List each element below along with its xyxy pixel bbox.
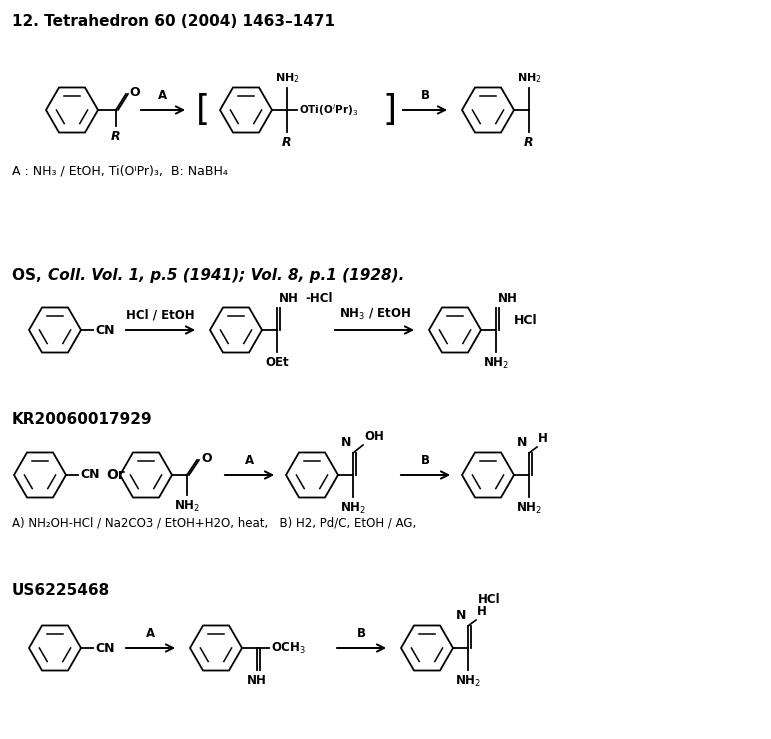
Text: NH$_2$: NH$_2$ bbox=[340, 501, 366, 516]
Text: HCl / EtOH: HCl / EtOH bbox=[126, 309, 195, 322]
Text: A) NH₂OH-HCl / Na2CO3 / EtOH+H2O, heat,   B) H2, Pd/C, EtOH / AG,: A) NH₂OH-HCl / Na2CO3 / EtOH+H2O, heat, … bbox=[12, 517, 416, 530]
Text: NH$_3$ / EtOH: NH$_3$ / EtOH bbox=[338, 307, 410, 322]
Text: -HCl: -HCl bbox=[305, 292, 332, 305]
Text: CN: CN bbox=[80, 469, 99, 482]
Text: O: O bbox=[201, 452, 211, 465]
Text: NH: NH bbox=[247, 674, 267, 687]
Text: 12. Tetrahedron 60 (2004) 1463–1471: 12. Tetrahedron 60 (2004) 1463–1471 bbox=[12, 14, 335, 29]
Text: Coll. Vol. 1, p.5 (1941); Vol. 8, p.1 (1928).: Coll. Vol. 1, p.5 (1941); Vol. 8, p.1 (1… bbox=[48, 268, 404, 283]
Text: R: R bbox=[282, 136, 291, 149]
Text: OS,: OS, bbox=[12, 268, 47, 283]
Text: NH$_2$: NH$_2$ bbox=[274, 71, 299, 85]
Text: H: H bbox=[477, 605, 487, 618]
Text: OTi(O$^i$Pr)$_3$: OTi(O$^i$Pr)$_3$ bbox=[299, 102, 358, 118]
Text: [: [ bbox=[196, 93, 210, 127]
Text: N: N bbox=[456, 609, 466, 622]
Text: N: N bbox=[517, 436, 527, 449]
Text: HCl: HCl bbox=[514, 313, 537, 327]
Text: KR20060017929: KR20060017929 bbox=[12, 412, 153, 427]
Text: OCH$_3$: OCH$_3$ bbox=[271, 641, 306, 655]
Text: OEt: OEt bbox=[265, 356, 289, 369]
Text: Or: Or bbox=[106, 468, 125, 482]
Text: O: O bbox=[129, 86, 140, 98]
Text: NH$_2$: NH$_2$ bbox=[174, 499, 200, 514]
Text: NH: NH bbox=[279, 292, 299, 305]
Text: HCl: HCl bbox=[478, 593, 500, 606]
Text: NH$_2$: NH$_2$ bbox=[483, 356, 509, 371]
Text: A: A bbox=[146, 627, 155, 640]
Text: NH$_2$: NH$_2$ bbox=[516, 501, 542, 516]
Text: N: N bbox=[341, 436, 351, 449]
Text: R: R bbox=[524, 136, 534, 149]
Text: B: B bbox=[420, 89, 429, 102]
Text: ]: ] bbox=[382, 93, 396, 127]
Text: A: A bbox=[158, 89, 167, 102]
Text: B: B bbox=[357, 627, 366, 640]
Text: NH: NH bbox=[498, 292, 518, 305]
Text: OH: OH bbox=[364, 430, 384, 443]
Text: US6225468: US6225468 bbox=[12, 583, 110, 598]
Text: B: B bbox=[421, 454, 430, 467]
Text: A : NH₃ / EtOH, Ti(OⁱPr)₃,  B: NaBH₄: A : NH₃ / EtOH, Ti(OⁱPr)₃, B: NaBH₄ bbox=[12, 165, 228, 178]
Text: NH$_2$: NH$_2$ bbox=[517, 71, 541, 85]
Text: NH$_2$: NH$_2$ bbox=[455, 674, 481, 689]
Text: CN: CN bbox=[95, 641, 115, 655]
Text: H: H bbox=[538, 432, 548, 445]
Text: A: A bbox=[245, 454, 254, 467]
Text: R: R bbox=[111, 130, 121, 143]
Text: CN: CN bbox=[95, 324, 115, 336]
